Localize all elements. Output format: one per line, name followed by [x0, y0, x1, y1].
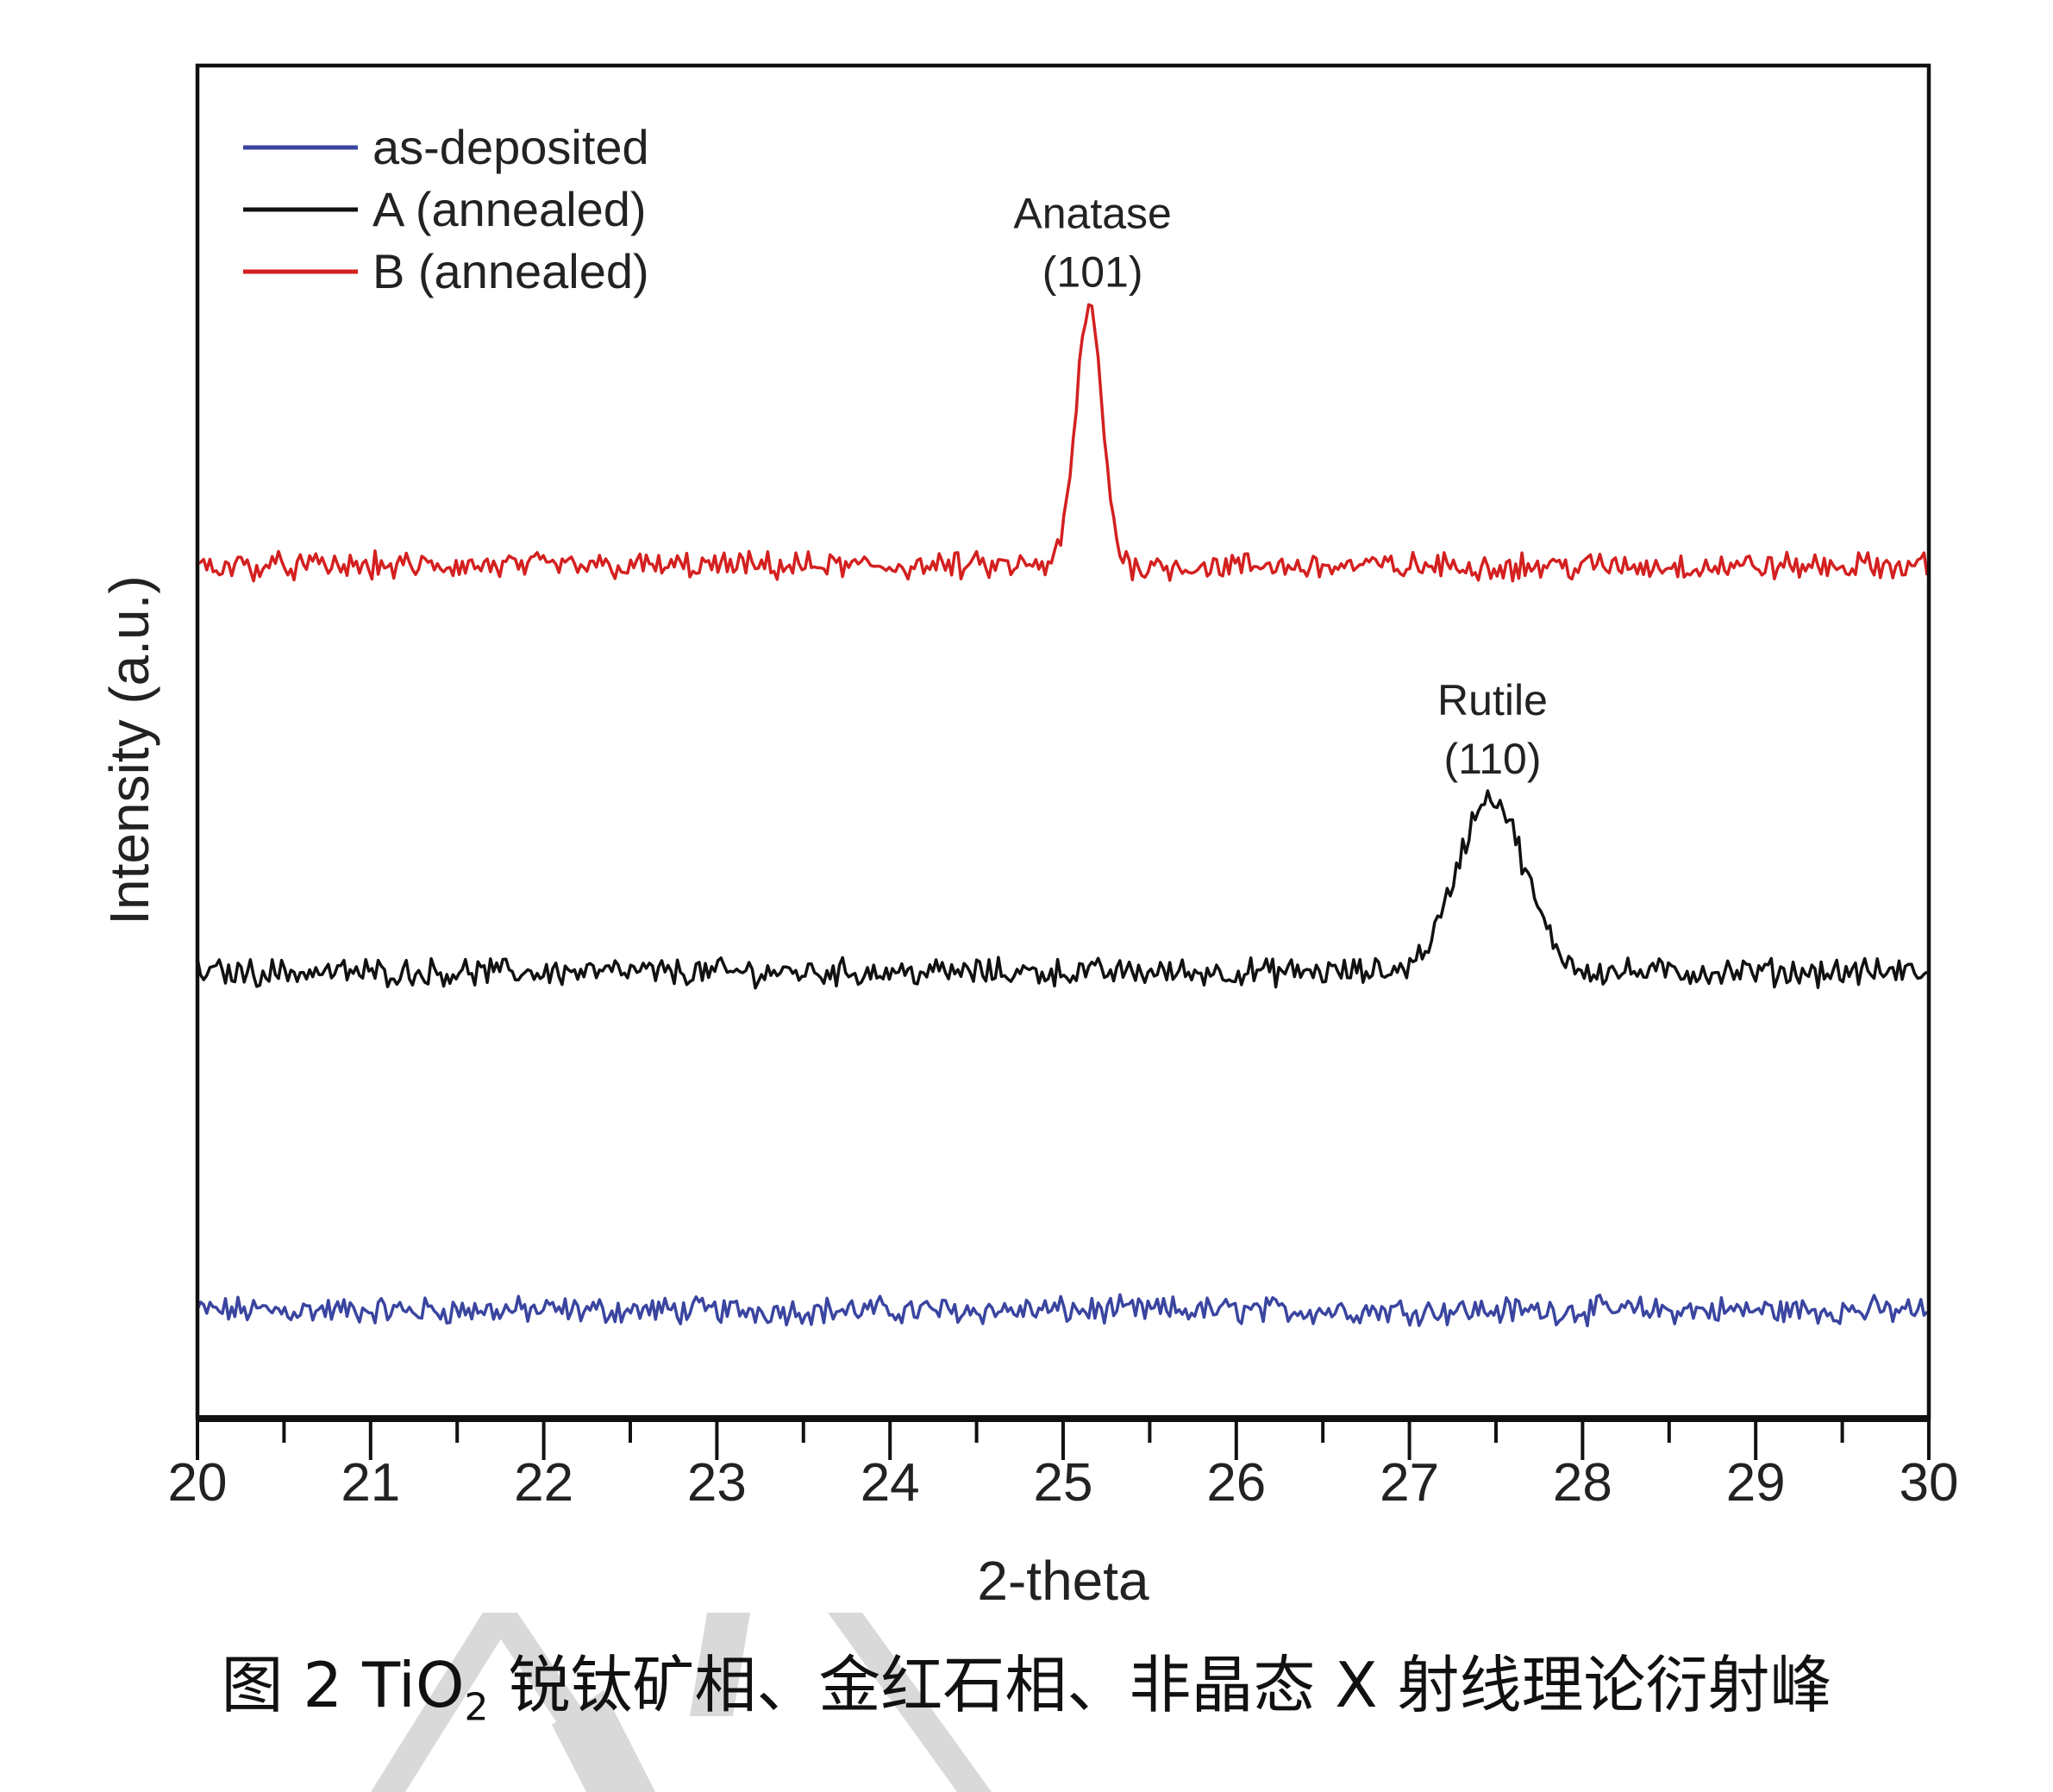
watermark-stroke	[690, 1613, 750, 1716]
x-tick-label: 30	[1900, 1453, 1959, 1513]
x-tick-label: 23	[687, 1453, 747, 1513]
x-tick-label: 22	[514, 1453, 573, 1513]
x-tick-label: 25	[1034, 1453, 1093, 1513]
peak-annotation: (110)	[1443, 735, 1541, 783]
watermark-stroke	[371, 1613, 517, 1792]
figure-caption: 图 2 TiO2 锐钛矿相、金红石相、非晶态 X 射线理论衍射峰	[0, 1634, 2053, 1729]
caption-suffix: 锐钛矿相、金红石相、非晶态 X 射线理论衍射峰	[488, 1649, 1832, 1721]
x-tick-label: 20	[168, 1453, 228, 1513]
legend-label: B (annealed)	[372, 244, 649, 298]
peak-annotation: Rutile	[1437, 676, 1548, 724]
legend-label: as-deposited	[372, 120, 649, 174]
x-tick-label: 29	[1726, 1453, 1786, 1513]
series-line-1	[196, 789, 1929, 990]
caption-prefix: 图 2 TiO	[221, 1649, 465, 1721]
watermark-stroke	[552, 1690, 655, 1792]
watermark	[371, 1613, 992, 1792]
series-line-2	[197, 303, 1929, 583]
series-line-0	[196, 1293, 1929, 1328]
x-tick-label: 27	[1380, 1453, 1439, 1513]
legend: as-deposited A (annealed) B (annealed)	[243, 120, 649, 298]
peak-annotation: (101)	[1042, 247, 1143, 296]
x-tick-label: 24	[861, 1453, 920, 1513]
x-axis-label: 2-theta	[977, 1550, 1149, 1612]
watermark-stroke	[828, 1613, 992, 1792]
caption-subscript: 2	[464, 1685, 489, 1730]
x-tick-label: 26	[1206, 1453, 1266, 1513]
x-tick-label: 28	[1553, 1453, 1612, 1513]
legend-label: A (annealed)	[372, 182, 647, 236]
x-tick-label: 21	[341, 1453, 400, 1513]
peak-annotation: Anatase	[1013, 189, 1171, 237]
y-axis-label: Intensity (a.u.)	[98, 575, 160, 925]
